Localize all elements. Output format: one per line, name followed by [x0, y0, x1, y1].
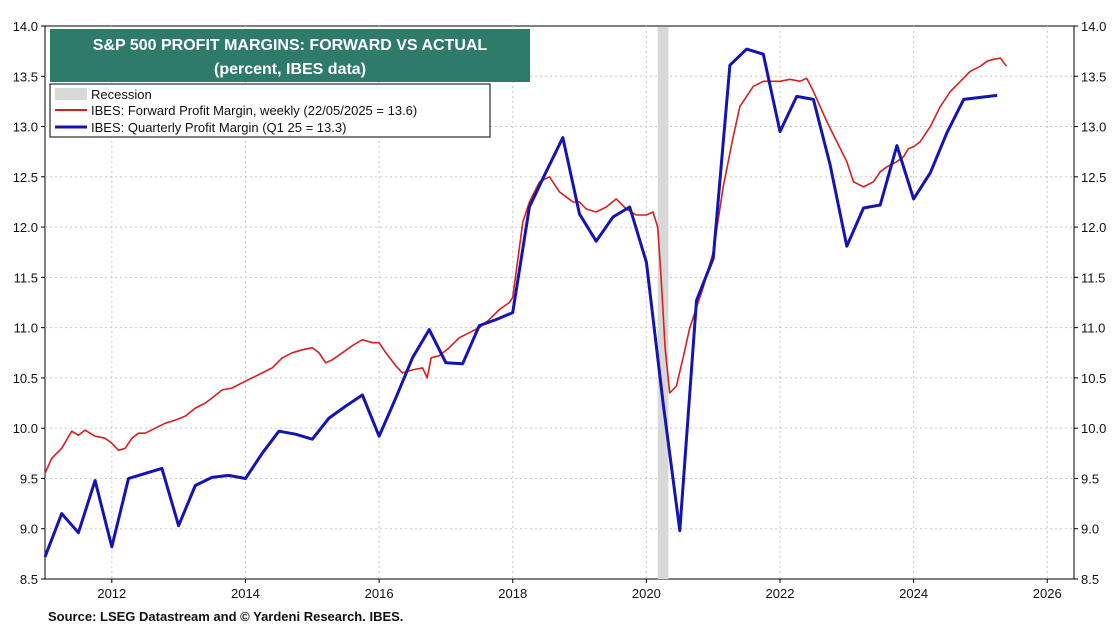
legend-box [49, 83, 491, 138]
y-tick-label-left: 12.0 [13, 220, 38, 235]
x-tick-label: 2022 [766, 586, 795, 601]
y-tick-label-left: 11.5 [14, 270, 38, 285]
y-tick-label-left: 9.0 [20, 522, 38, 537]
y-tick-label-left: 10.0 [13, 421, 38, 436]
tick-layer: 8.5 8.5 9.0 9.0 9.5 9.5 10.0 10.0 10.5 10.5 11.0 11… [13, 19, 1107, 601]
chart-title: S&P 500 PROFIT MARGINS: FORWARD VS ACTUA… [93, 37, 488, 54]
legend-quarterly-label: IBES: Quarterly Profit Margin (Q1 25 = 1… [91, 120, 346, 135]
y-tick-label-left: 9.5 [20, 471, 38, 486]
forward-margin-line [44, 57, 1008, 474]
chart-subtitle: (percent, IBES data) [214, 61, 366, 78]
y-tick-label-left: 10.5 [13, 371, 38, 386]
x-tick-label: 2018 [498, 586, 527, 601]
y-tick-label-right: 12.5 [1081, 170, 1106, 185]
quarterly-margin-line [43, 47, 998, 558]
y-tick-label-left: 13.0 [13, 120, 38, 135]
x-tick-label: 2014 [231, 586, 260, 601]
series-layer [43, 47, 1008, 558]
y-tick-label-right: 9.0 [1081, 522, 1099, 537]
y-tick-label-right: 10.0 [1081, 421, 1106, 436]
grid-layer [45, 26, 1074, 579]
x-tick-label: 2020 [632, 586, 661, 601]
y-tick-label-left: 13.5 [13, 69, 38, 84]
y-tick-label-right: 8.5 [1081, 572, 1099, 587]
legend-forward-label: IBES: Forward Profit Margin, weekly (22/… [91, 103, 417, 118]
y-tick-label-left: 8.5 [20, 572, 38, 587]
y-tick-label-right: 11.0 [1081, 321, 1105, 336]
y-tick-label-right: 10.5 [1081, 371, 1106, 386]
y-tick-label-right: 14.0 [1081, 19, 1106, 34]
legend-recession-swatch [55, 88, 87, 100]
y-tick-label-right: 11.5 [1081, 270, 1105, 285]
legend: Recession IBES: Forward Profit Margin, w… [49, 83, 491, 138]
y-tick-label-right: 9.5 [1081, 471, 1099, 486]
title-background [50, 29, 530, 82]
source-note: Source: LSEG Datastream and © Yardeni Re… [48, 609, 404, 624]
title-box: S&P 500 PROFIT MARGINS: FORWARD VS ACTUA… [50, 29, 530, 82]
y-tick-label-right: 13.5 [1081, 69, 1106, 84]
y-tick-label-left: 11.0 [14, 321, 38, 336]
y-tick-label-left: 14.0 [13, 19, 38, 34]
y-tick-label-right: 13.0 [1081, 120, 1106, 135]
x-tick-label: 2016 [365, 586, 394, 601]
y-tick-label-left: 12.5 [13, 170, 38, 185]
x-tick-label: 2024 [899, 586, 928, 601]
y-tick-label-right: 12.0 [1081, 220, 1106, 235]
x-tick-label: 2026 [1033, 586, 1062, 601]
x-tick-label: 2012 [97, 586, 126, 601]
legend-recession-label: Recession [91, 87, 152, 102]
